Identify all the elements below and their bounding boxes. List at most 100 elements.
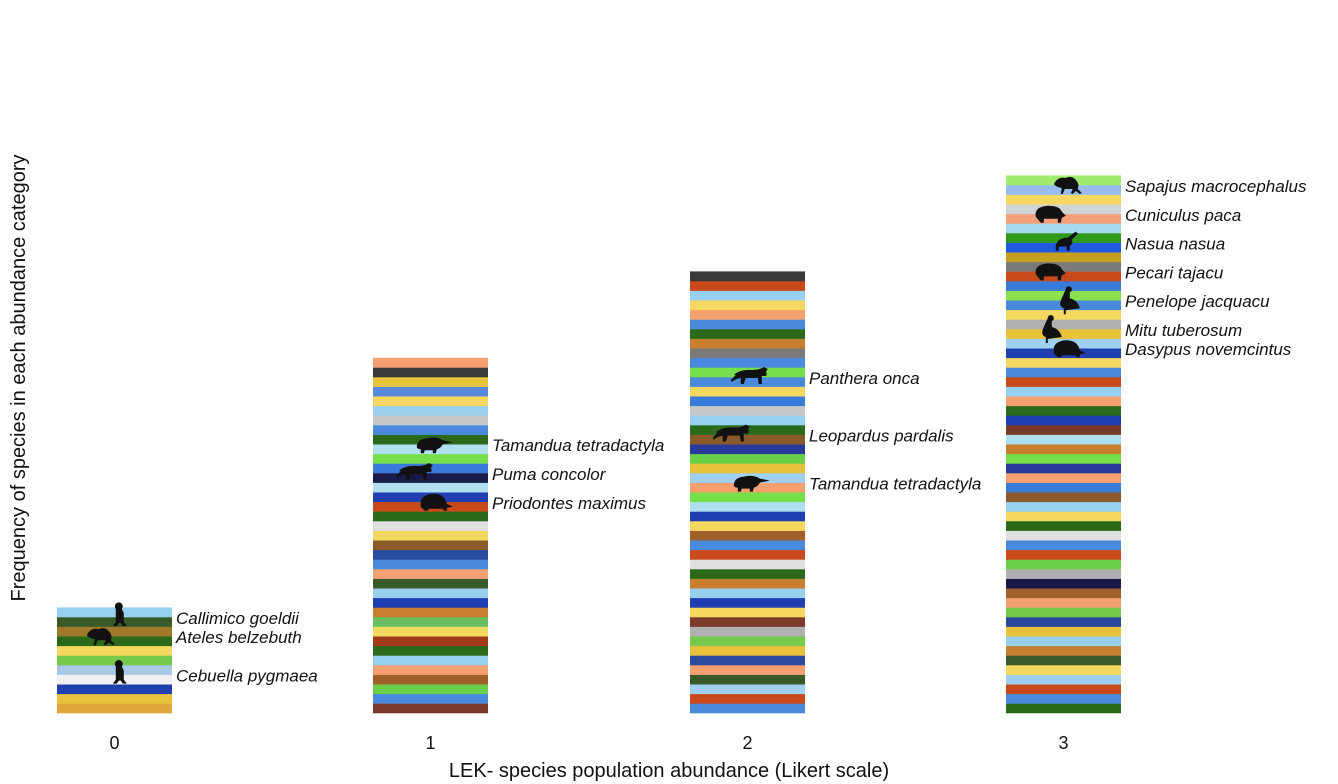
species-label: Penelope jacquacu [1125,292,1270,311]
bar-3-band [1006,309,1121,320]
species-label: Cuniculus paca [1125,206,1241,225]
x-tick-label: 2 [742,733,752,753]
bar-0-band [57,665,172,675]
bar-3-band [1006,425,1121,435]
y-axis-label: Frequency of species in each abundance c… [8,155,30,602]
anteater-icon [416,437,453,454]
species-label: Tamandua tetradactyla [492,436,664,455]
bar-2-band [690,492,805,503]
bar-3-band [1006,626,1121,637]
bar-0-band [57,645,172,656]
bar-2-band [690,645,805,656]
bar-2-band [690,348,805,359]
bar-3-band [1006,617,1121,627]
bar-3-band [1006,655,1121,666]
pygmy-marmoset-icon [112,659,127,684]
bar-1-band [373,530,488,541]
bar-3-band [1006,242,1121,253]
bar-2-band [690,530,805,541]
bar-1-band [373,357,488,368]
bar-3-band [1006,367,1121,378]
bar-3-band [1006,578,1121,589]
bar-0-band [57,684,172,695]
x-axis-label: LEK- species population abundance (Liker… [449,760,889,782]
bar-1-band [373,521,488,531]
bar-2-band [690,271,805,282]
ocelot-icon [712,424,750,442]
coati-icon [1055,231,1078,251]
bar-2-band [690,281,805,291]
bar-2-band [690,674,805,685]
icons-layer [86,176,1086,684]
bar-3-band [1006,607,1121,618]
bar-2-band [690,521,805,531]
bar-3-band [1006,271,1121,282]
bar-2-band [690,386,805,397]
bar-3-band [1006,329,1121,339]
bar-2-band [690,463,805,474]
bar-0-band [57,674,172,685]
bar-3-band [1006,473,1121,483]
peccary-icon [1035,263,1066,281]
anteater-icon [733,475,770,492]
bar-1-band [373,482,488,493]
species-label: Ateles belzebuth [175,628,302,647]
x-tick-label: 3 [1058,733,1068,753]
bar-3-band [1006,684,1121,695]
bar-3-band [1006,405,1121,416]
bar-1-band [373,645,488,656]
bar-1-band [373,636,488,647]
bar-3-band [1006,511,1121,522]
bar-1-band [373,549,488,560]
bar-2-band [690,684,805,695]
bar-2-band [690,357,805,368]
bar-3-band [1006,223,1121,234]
bar-2-band [690,396,805,407]
bar-3-band [1006,597,1121,608]
bar-1-band [373,626,488,637]
bar-2-band [690,569,805,579]
bar-3-band [1006,569,1121,579]
x-tick-label: 1 [425,733,435,753]
bar-1-band [373,703,488,714]
bar-2-band [690,501,805,512]
bar-1-band [373,405,488,416]
bar-1-band [373,425,488,435]
spider-monkey-icon [86,628,115,646]
bar-2-band [690,540,805,551]
bar-3-band [1006,530,1121,541]
bar-2-band [690,655,805,666]
bar-2-band [690,559,805,570]
bar-2-band [690,511,805,522]
bar-1-band [373,396,488,407]
bar-3-band [1006,540,1121,551]
bar-2-band [690,578,805,589]
jaguar-icon [730,367,768,384]
armadillo-icon [1053,340,1086,358]
bar-3-band [1006,319,1121,330]
capuchin-icon [1053,176,1082,194]
bar-2-band [690,300,805,311]
bar-3-band [1006,357,1121,368]
paca-icon [1035,205,1066,223]
species-label: Callimico goeldii [176,609,300,628]
bar-3-band [1006,665,1121,675]
bar-2-band [690,405,805,416]
bar-0-band [57,655,172,666]
bar-3-band [1006,396,1121,407]
bar-1-band [373,607,488,618]
bar-3-band [1006,415,1121,426]
bar-0-band [57,607,172,618]
bar-2-band [690,665,805,675]
bar-3-band [1006,453,1121,464]
bar-2-band [690,453,805,464]
bar-1-band [373,578,488,589]
bar-2-band [690,617,805,627]
bar-2-band [690,597,805,608]
bar-3-band [1006,703,1121,714]
species-label: Sapajus macrocephalus [1125,177,1307,196]
bar-3-band [1006,463,1121,474]
giant-armadillo-icon [420,493,453,511]
bar-1-band [373,569,488,579]
